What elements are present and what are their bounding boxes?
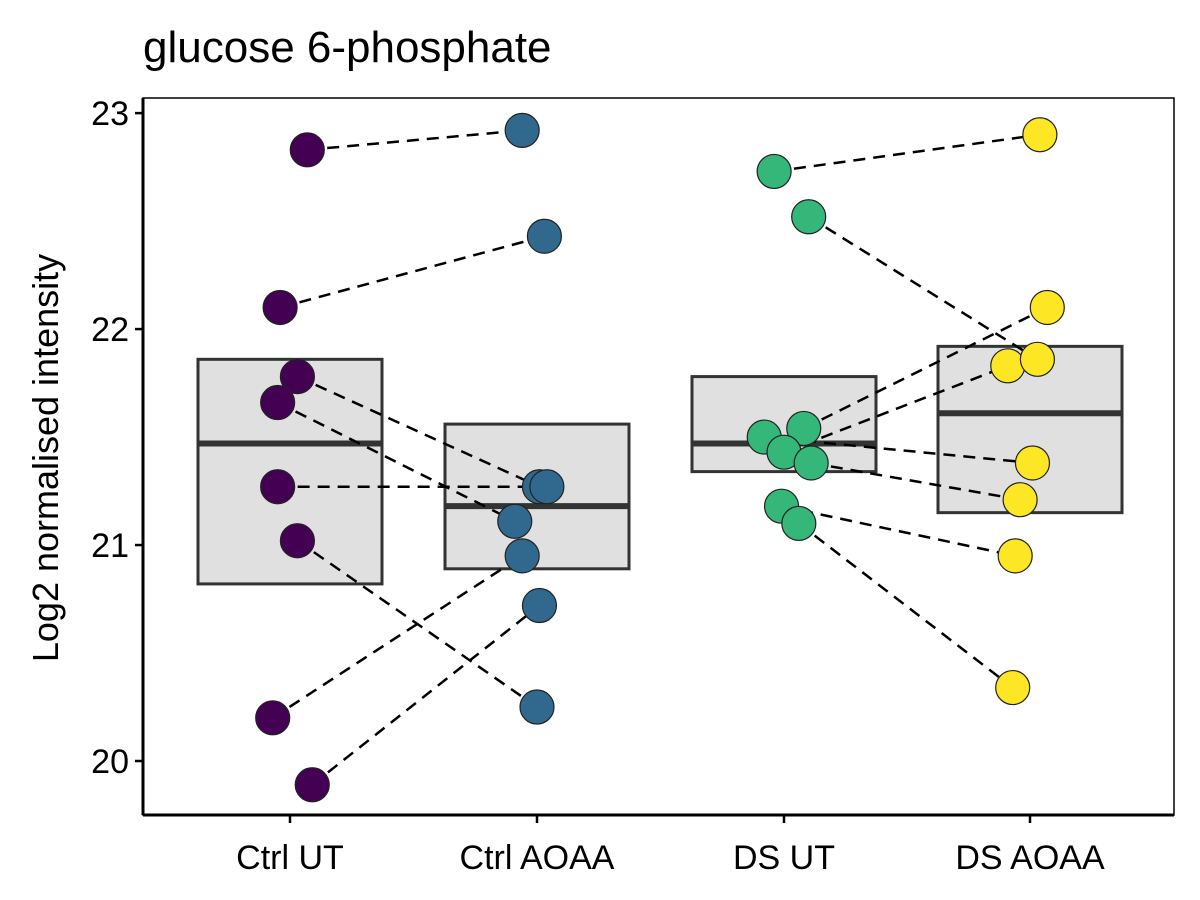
link-line-6 [296,539,538,709]
plot-area: 20 21 22 23 Ctrl UT Ctrl AOAA DS UT DS AOAA [91,95,1175,877]
point-ctrl-ut-5 [260,469,296,505]
x-tick-label-ds-aoaa: DS AOAA [955,839,1105,877]
point-ctrl-aoaa-14 [504,538,540,574]
point-ds-aoaa-31 [997,538,1033,574]
y-tick-label-20: 20 [91,743,129,781]
point-ds-aoaa-32 [995,669,1031,706]
link-line-2 [279,235,545,309]
link-line-1 [307,129,523,152]
point-ctrl-aoaa-10 [526,218,563,254]
y-axis-title: Log2 normalised intensity [25,254,66,662]
link-line-4 [277,401,516,523]
y-tick-label-23: 23 [91,95,129,133]
chart-title: glucose 6-phosphate [143,23,552,72]
link-line-14 [810,461,1021,501]
link-line-11 [803,306,1048,430]
y-tick-label-22: 22 [91,311,129,349]
link-line-10 [808,215,1039,361]
point-ctrl-aoaa-16 [519,689,555,725]
x-tick-label-ctrl-aoaa: Ctrl AOAA [460,839,615,877]
x-tick-label-ds-ut: DS UT [733,839,835,877]
point-ds-aoaa-26 [1029,289,1065,326]
x-tick-label-ctrl-ut: Ctrl UT [236,839,344,877]
point-ds-ut-17 [756,153,792,190]
point-ds-ut-22 [793,445,829,481]
point-ds-aoaa-30 [1002,482,1038,518]
point-ctrl-ut-7 [255,700,291,736]
point-ctrl-ut-3 [279,358,316,395]
link-line-7 [272,554,523,719]
point-ctrl-aoaa-9 [504,112,540,148]
link-line-8 [311,604,541,786]
point-ctrl-aoaa-13 [497,503,533,539]
point-ds-aoaa-27 [990,348,1026,384]
link-line-3 [296,375,540,488]
link-line-15 [798,522,1014,689]
point-ds-ut-18 [791,199,827,235]
point-ctrl-ut-1 [289,132,325,168]
point-ctrl-ut-2 [262,289,298,326]
y-tick-label-21: 21 [91,527,129,565]
point-ds-aoaa-28 [1019,341,1056,377]
point-ds-ut-20 [786,410,822,447]
point-ds-ut-24 [781,505,817,542]
point-ctrl-ut-8 [294,767,330,803]
point-ctrl-ut-6 [279,523,316,559]
point-ctrl-aoaa-12 [529,469,565,505]
point-ds-aoaa-25 [1022,117,1058,153]
point-ctrl-aoaa-15 [521,587,558,624]
point-ds-aoaa-29 [1014,445,1051,481]
point-ctrl-ut-4 [260,384,296,421]
link-line-9 [773,133,1041,173]
